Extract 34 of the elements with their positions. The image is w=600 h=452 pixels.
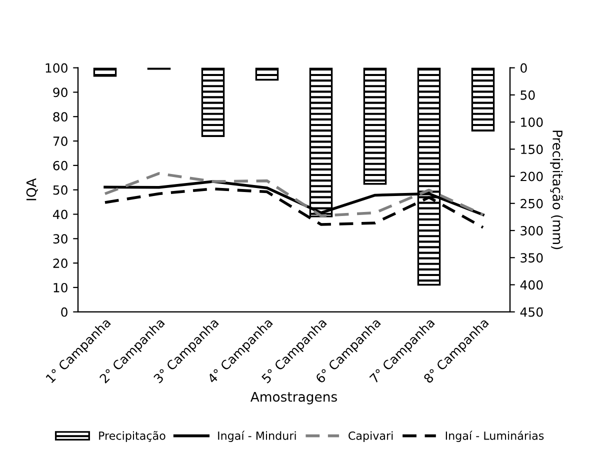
y-tick-label: 40: [52, 210, 68, 220]
bar: [255, 68, 279, 81]
y2-tick-label: 350: [520, 253, 543, 263]
y-tick-label: 100: [46, 63, 68, 73]
y-tick-label: 60: [53, 160, 68, 170]
y-tick-label: 20: [53, 258, 68, 268]
x-axis-title: Amostragens: [250, 392, 337, 404]
y2-tick-label: 150: [521, 144, 543, 154]
y-axis-title: IQA: [26, 178, 38, 200]
y-tick-label: 30: [53, 234, 68, 244]
y-tick-label: 80: [53, 112, 68, 122]
legend-label: Capivari: [348, 431, 393, 442]
y2-tick-label: 250: [520, 198, 543, 208]
y-tick-label: 70: [53, 136, 68, 146]
y2-tick-label: 450: [520, 307, 543, 317]
legend-label: Ingaí - Minduri: [218, 430, 296, 442]
y2-tick-label: 200: [520, 172, 543, 182]
line-series: [104, 172, 484, 218]
bar: [363, 68, 387, 185]
y-tick-label: 90: [53, 88, 68, 98]
y2-tick-label: 100: [521, 118, 543, 127]
y2-axis-title: Precipitação (mm): [550, 130, 564, 250]
y-tick-label: 0: [61, 307, 68, 317]
y-tick-label: 50: [53, 185, 68, 195]
y2-tick-label: 0: [520, 63, 527, 73]
y2-tick-label: 400: [520, 280, 543, 290]
y-tick-label: 10: [54, 282, 68, 292]
y2-tick-label: 300: [520, 226, 543, 236]
bar: [201, 68, 225, 137]
legend-label: Ingaí - Luminárias: [446, 430, 544, 442]
bar: [471, 68, 495, 132]
legend-label: Precipitação: [99, 431, 166, 442]
y2-tick-label: 50: [520, 90, 535, 100]
bar: [93, 68, 117, 77]
